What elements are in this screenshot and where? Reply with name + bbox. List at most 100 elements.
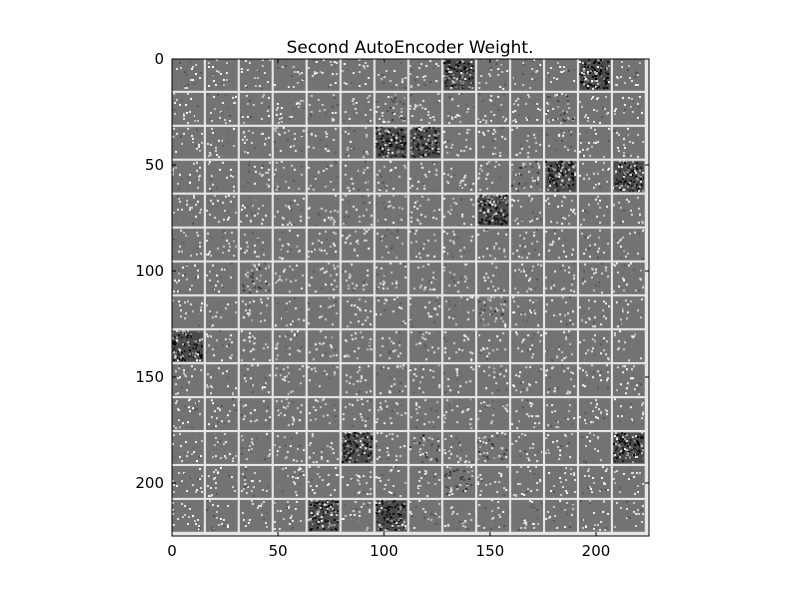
weight-tile [612, 228, 645, 261]
weight-tile [579, 432, 611, 464]
weight-tile [409, 228, 442, 261]
weight-tile [612, 398, 645, 430]
weight-tile [273, 228, 306, 261]
weight-tile [375, 126, 408, 159]
weight-tile [341, 126, 374, 159]
weight-tile [409, 262, 442, 295]
weight-tile [341, 228, 374, 261]
weight-tile [409, 59, 442, 91]
weight-tile [205, 92, 238, 125]
weight-tile [273, 466, 306, 498]
weight-tile [511, 296, 543, 329]
weight-tile [307, 499, 340, 532]
weight-tile [375, 432, 408, 464]
weight-tile [443, 194, 476, 227]
weight-tile [273, 296, 306, 329]
weight-tile [239, 194, 272, 227]
chart-title: Second AutoEncoder Weight. [287, 38, 534, 58]
weight-tile [341, 194, 374, 227]
weight-tile [172, 364, 204, 397]
weight-tile [341, 499, 374, 532]
weight-tile [612, 194, 645, 227]
weight-tile [409, 499, 442, 532]
weight-tile [545, 330, 577, 363]
weight-tile [545, 499, 577, 532]
weight-tile [477, 364, 510, 397]
weight-tile [545, 194, 577, 227]
weight-tile [511, 330, 543, 363]
weight-tile [579, 262, 611, 295]
weight-tile [205, 364, 238, 397]
weight-tile [409, 330, 442, 363]
weight-tile [341, 466, 374, 498]
weight-tile [172, 194, 204, 227]
weight-tile [205, 499, 238, 532]
weight-tile [545, 398, 577, 430]
weight-tile [239, 59, 272, 91]
weight-tile [409, 466, 442, 498]
weight-tile [409, 398, 442, 430]
weight-tile [545, 364, 577, 397]
weight-tile [273, 160, 306, 193]
weight-tile [239, 330, 272, 363]
weight-tile [341, 364, 374, 397]
x-tick-label: 50 [268, 542, 287, 560]
weight-tile [477, 126, 510, 159]
weight-tile [511, 262, 543, 295]
weight-tile [545, 432, 577, 464]
weight-tile [443, 59, 476, 91]
weight-tile [205, 228, 238, 261]
y-tick-label: 0 [154, 50, 164, 68]
weight-tile [172, 499, 204, 532]
weight-tile [443, 228, 476, 261]
weight-tile [579, 194, 611, 227]
weight-tile [409, 194, 442, 227]
weight-tile [307, 330, 340, 363]
plot-frame [171, 58, 650, 537]
weight-tile [579, 92, 611, 125]
weight-tile [239, 432, 272, 464]
weight-tile [579, 499, 611, 532]
weight-tile [545, 92, 577, 125]
weight-tile [341, 92, 374, 125]
weight-tile [511, 228, 543, 261]
weight-tile [239, 466, 272, 498]
weight-tile [511, 432, 543, 464]
weight-tile [205, 296, 238, 329]
weight-tile [341, 262, 374, 295]
weight-tile [172, 296, 204, 329]
weight-tile [239, 398, 272, 430]
weight-tile [612, 262, 645, 295]
weight-tile [273, 432, 306, 464]
weight-tile [341, 398, 374, 430]
weight-tile [579, 59, 611, 91]
heatmap-image [172, 59, 649, 536]
weight-tile [307, 364, 340, 397]
weight-tile [273, 262, 306, 295]
weight-tile [443, 296, 476, 329]
weight-tile [612, 92, 645, 125]
weight-tile [205, 398, 238, 430]
weight-tile [172, 330, 204, 363]
x-tick-label: 0 [167, 542, 177, 560]
weight-tile [205, 160, 238, 193]
weight-tile [273, 59, 306, 91]
x-tick-label: 200 [582, 542, 611, 560]
weight-tile [239, 126, 272, 159]
weight-tile [579, 126, 611, 159]
weight-tile [239, 499, 272, 532]
weight-tile [307, 296, 340, 329]
weight-tile [239, 296, 272, 329]
weight-tile [511, 194, 543, 227]
weight-tile [511, 126, 543, 159]
weight-tile [612, 296, 645, 329]
weight-tile [239, 228, 272, 261]
weight-tile [409, 296, 442, 329]
weight-tile [307, 466, 340, 498]
weight-tile [477, 228, 510, 261]
weight-tile [273, 92, 306, 125]
weight-tile [273, 194, 306, 227]
weight-tile [545, 262, 577, 295]
weight-tile [239, 262, 272, 295]
weight-tile [273, 398, 306, 430]
